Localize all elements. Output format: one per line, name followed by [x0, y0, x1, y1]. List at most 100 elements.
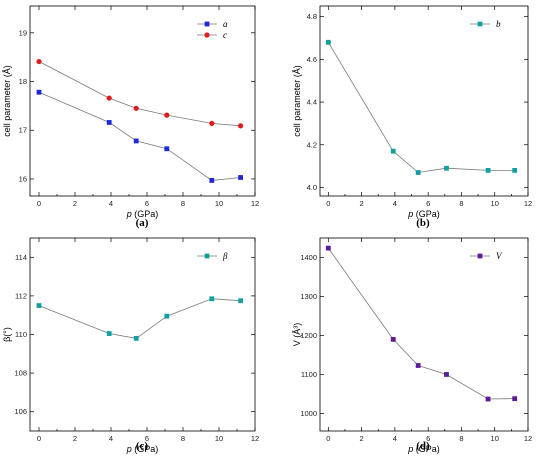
x-axis-label: p (GPa) — [126, 444, 159, 454]
data-point-c — [164, 112, 170, 118]
legend-marker — [204, 21, 210, 27]
x-tick-label: 12 — [524, 199, 532, 208]
panel-label: (a) — [136, 217, 149, 229]
y-axis-label: cell parameter (Å) — [292, 65, 302, 137]
y-tick-label: 1400 — [300, 253, 317, 262]
panel-label: (d) — [416, 440, 430, 452]
data-point-V — [415, 363, 421, 368]
x-axis-label: p (GPa) — [407, 209, 440, 219]
x-tick-label: 4 — [393, 199, 397, 208]
data-point-a — [164, 146, 170, 152]
legend-label: b — [496, 19, 501, 29]
data-point-a — [133, 138, 139, 144]
data-point-β — [209, 296, 215, 302]
series-line-a — [38, 91, 241, 181]
data-point-a — [209, 178, 215, 183]
data-point-a — [106, 120, 112, 125]
x-tick-label: 8 — [459, 199, 463, 208]
x-tick-label: 0 — [326, 199, 330, 208]
x-axis-label: p (GPa) — [407, 444, 440, 454]
data-point-a — [238, 175, 243, 180]
data-point-β — [238, 298, 243, 304]
x-tick-label: 8 — [181, 199, 185, 208]
y-tick-label: 1100 — [301, 370, 317, 379]
y-tick-label: 4.0 — [307, 183, 317, 192]
y-tick-label: 1300 — [300, 292, 317, 301]
panel-a: 0 2 4 6 8 10 12 16 17 18 19 cell parameter (Å) p (GP… — [2, 5, 259, 229]
legend-marker — [477, 21, 483, 27]
data-point-β — [164, 313, 170, 319]
y-tick-label: 106 — [14, 407, 27, 416]
y-tick-label: 110 — [15, 330, 27, 339]
plot-frame — [29, 237, 256, 432]
data-point-b — [415, 170, 421, 175]
data-point-b — [325, 39, 331, 45]
y-tick-label: 1000 — [300, 409, 317, 418]
data-point-c — [106, 95, 112, 101]
y-axis-label: cell parameter (Å) — [2, 65, 12, 137]
x-tick-label: 2 — [73, 199, 77, 208]
y-tick-label: 16 — [19, 174, 27, 183]
y-tick-label: 108 — [14, 369, 27, 378]
y-tick-label: 4.2 — [307, 140, 317, 149]
y-tick-label: 4.8 — [307, 12, 317, 21]
x-axis-label: p (GPa) — [126, 209, 159, 219]
x-tick-label: 4 — [109, 434, 113, 443]
x-tick-label: 0 — [37, 199, 41, 208]
legend-marker — [204, 253, 210, 259]
x-tick-label: 8 — [459, 434, 463, 443]
x-tick-label: 4 — [393, 434, 397, 443]
y-tick-label: 4.4 — [307, 98, 317, 107]
x-tick-label: 10 — [215, 434, 223, 443]
x-tick-label: 2 — [360, 434, 364, 443]
data-point-b — [444, 165, 449, 171]
panel-label: (b) — [416, 217, 430, 229]
series-line-β — [38, 298, 241, 339]
panel-b: 0 2 4 6 8 10 12 4.0 4.2 4.4 4.6 4.8 cell parameter (… — [292, 5, 532, 229]
y-axis-label: β(°) — [2, 327, 12, 342]
y-tick-label: 1200 — [300, 331, 317, 340]
data-point-b — [512, 167, 518, 173]
legend-label: a — [223, 19, 228, 29]
y-tick-label: 18 — [19, 77, 27, 86]
y-tick-label: 19 — [19, 28, 27, 37]
legend-label: c — [223, 30, 227, 40]
x-tick-label: 2 — [360, 199, 364, 208]
x-tick-label: 12 — [251, 434, 259, 443]
x-tick-label: 10 — [491, 199, 499, 208]
y-tick-label: 17 — [19, 126, 27, 135]
series-line-V — [327, 247, 515, 400]
x-tick-label: 10 — [491, 434, 499, 443]
x-tick-label: 6 — [145, 199, 149, 208]
legend-marker — [477, 253, 483, 259]
x-tick-label: 6 — [145, 434, 149, 443]
data-point-V — [512, 396, 518, 402]
series-line-c — [38, 61, 241, 127]
panel-c: 0 2 4 6 8 10 12 106 108 110 112 114 β(°) p (GPa)(c) β — [2, 237, 259, 454]
series-line-b — [327, 42, 515, 173]
data-point-c — [36, 58, 42, 65]
panel-label: (c) — [136, 440, 149, 452]
data-point-b — [485, 167, 491, 173]
panel-d: 0 2 4 6 8 10 12 1000 1100 1200 1300 1400 V (Å³) p (GP… — [292, 237, 532, 454]
x-tick-label: 12 — [524, 434, 532, 443]
data-point-V — [444, 372, 449, 377]
plot-frame — [29, 5, 256, 197]
data-point-β — [36, 303, 42, 308]
x-tick-label: 2 — [73, 434, 77, 443]
data-point-V — [325, 245, 331, 251]
y-tick-label: 4.6 — [307, 55, 317, 64]
legend-marker — [204, 32, 210, 38]
data-point-a — [36, 89, 42, 95]
x-tick-label: 10 — [215, 199, 223, 208]
data-point-c — [209, 120, 215, 127]
x-tick-label: 0 — [37, 434, 41, 443]
x-tick-label: 4 — [109, 199, 113, 208]
data-point-c — [238, 123, 244, 129]
legend-label: V — [496, 251, 503, 261]
plot-frame — [319, 237, 529, 432]
y-tick-label: 112 — [15, 291, 27, 300]
x-tick-label: 8 — [181, 434, 185, 443]
y-axis-label: V (Å³) — [292, 323, 302, 347]
